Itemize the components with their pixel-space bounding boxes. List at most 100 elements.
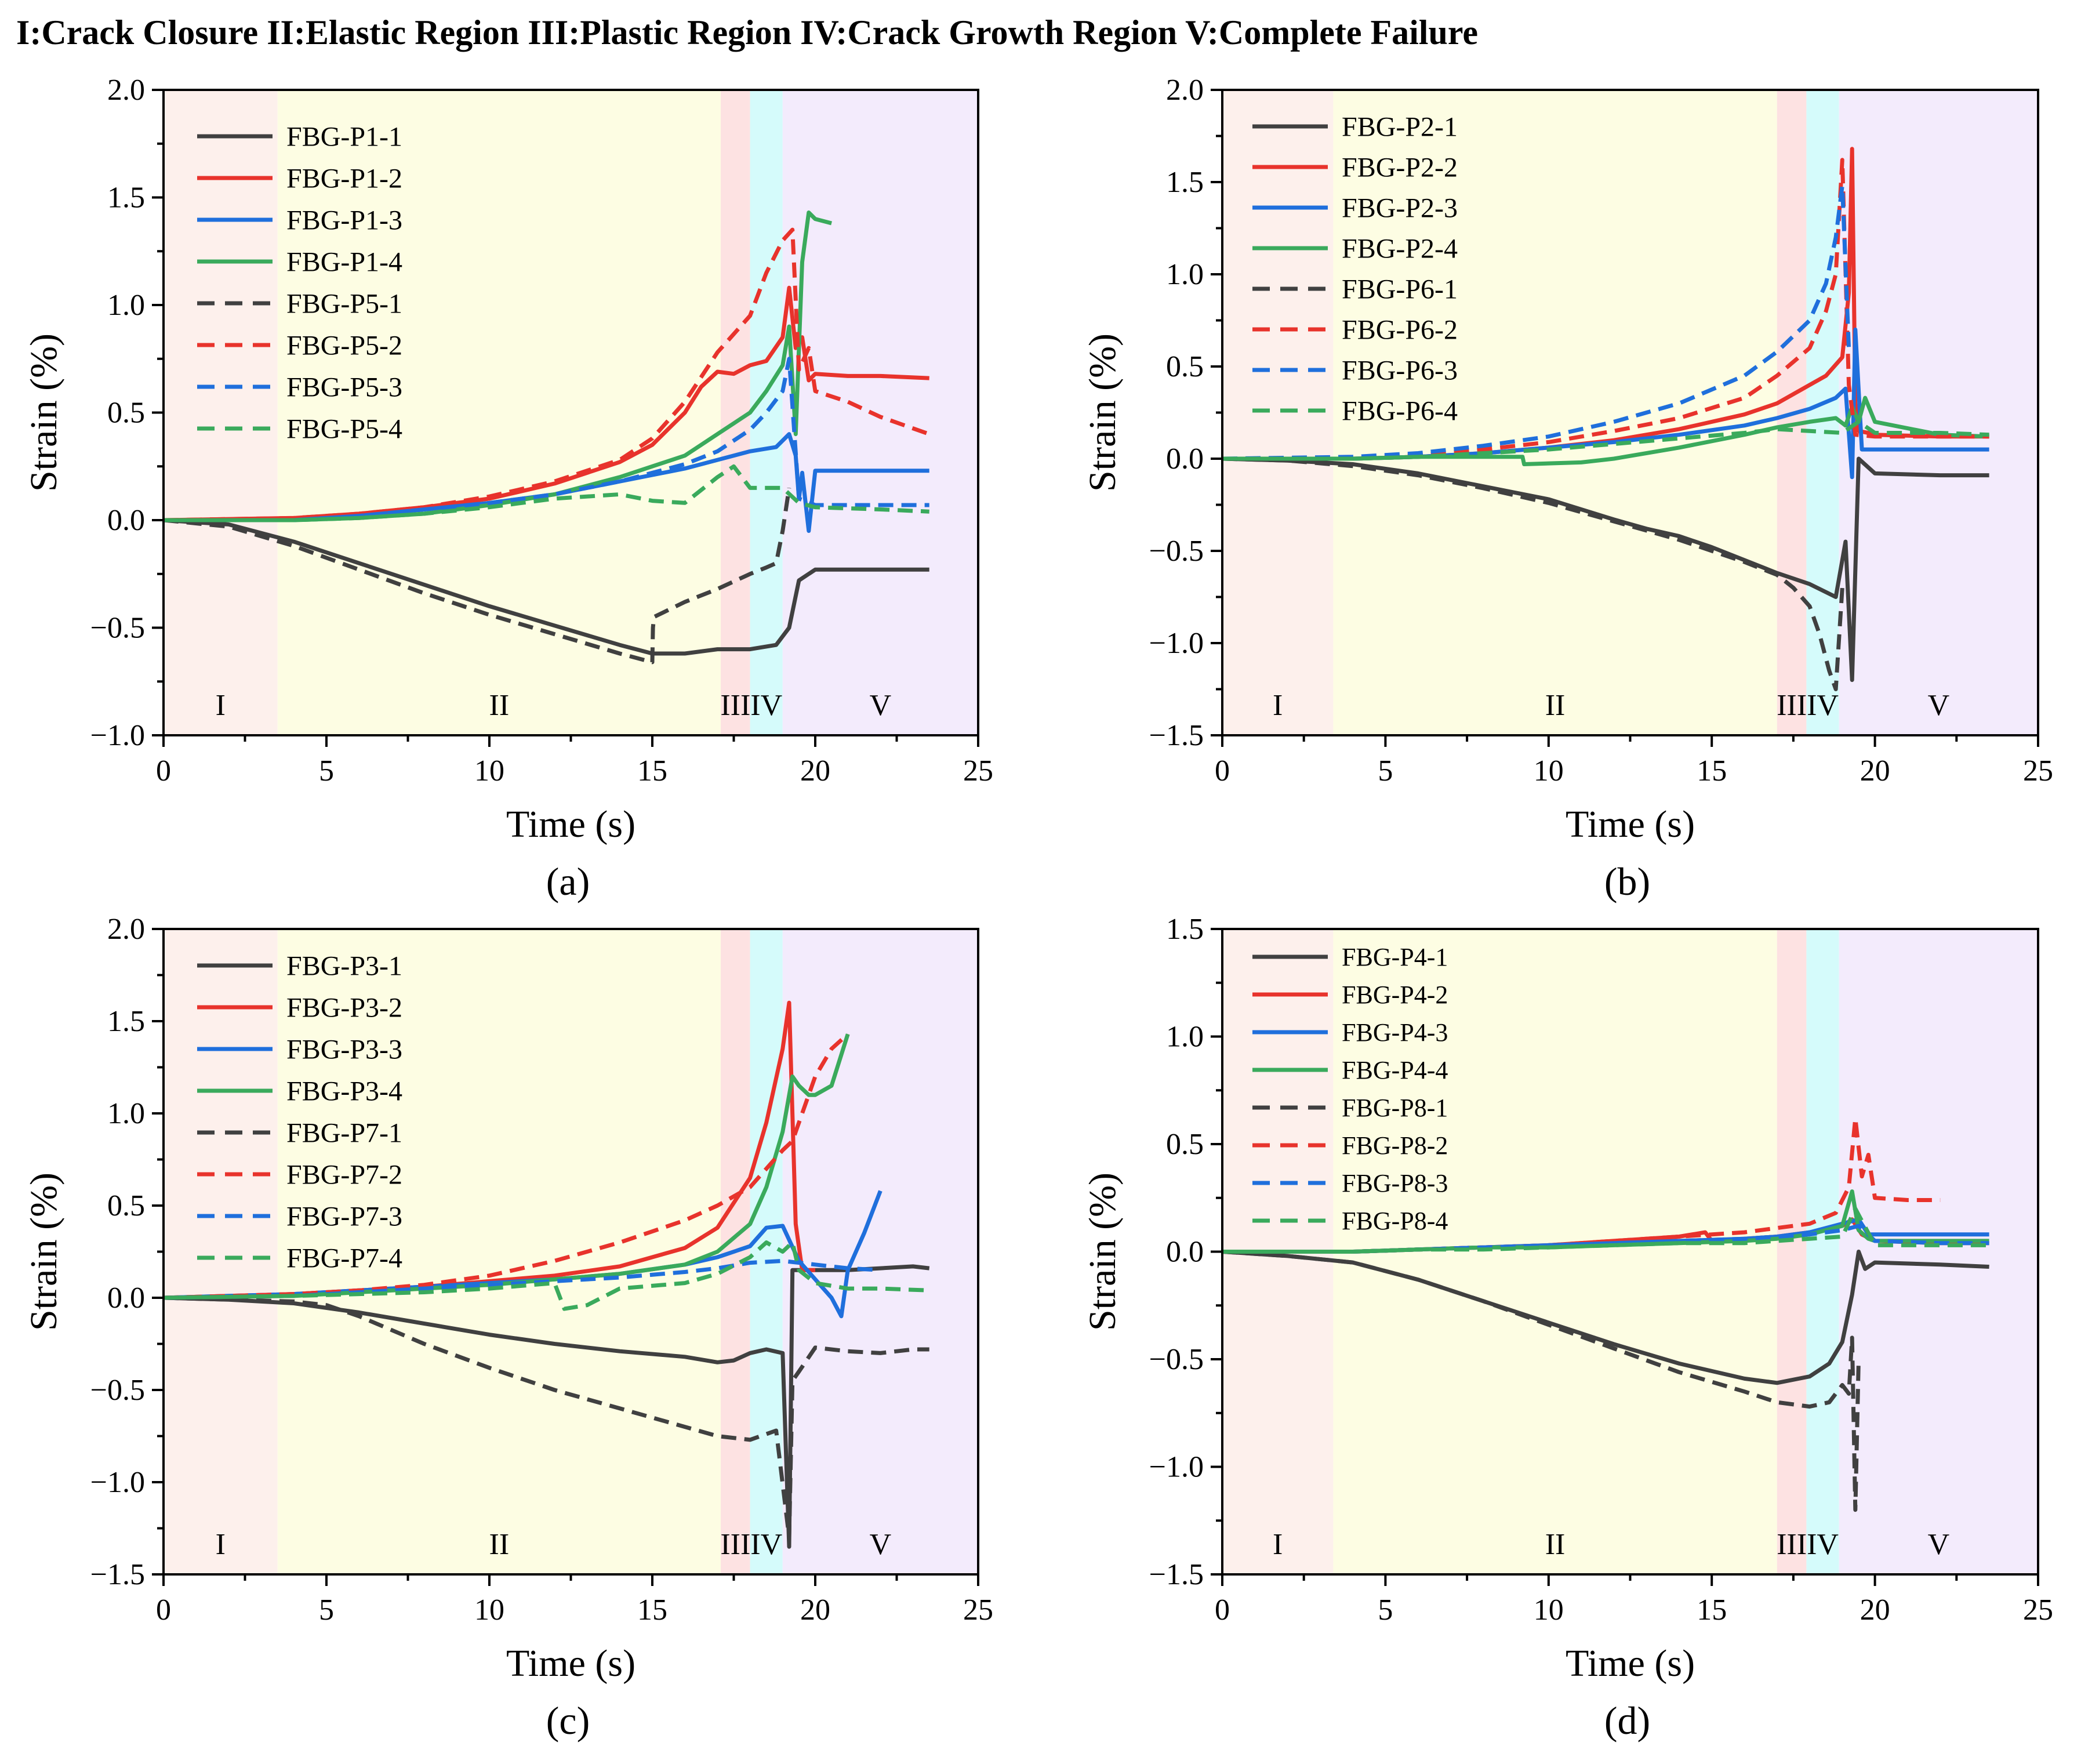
stage-label-V: V <box>1928 689 1950 722</box>
series-line-FBG-P3-1 <box>164 1264 930 1549</box>
y-tick-label: 2.0 <box>1166 74 1204 107</box>
legend-label: FBG-P3-2 <box>286 992 402 1023</box>
series-group <box>164 1000 930 1549</box>
legend-label: FBG-P1-2 <box>286 163 402 194</box>
legend-label: FBG-P4-2 <box>1342 981 1448 1009</box>
legend-label: FBG-P4-4 <box>1342 1056 1448 1084</box>
y-tick-label: 1.0 <box>1166 1021 1204 1054</box>
x-tick-label: 20 <box>800 1594 830 1627</box>
y-tick-label: 0.5 <box>107 397 145 430</box>
series-line-FBG-P1-4 <box>164 210 832 522</box>
stage-band-IV <box>750 90 783 735</box>
stage-band-II <box>277 90 721 735</box>
y-axis-label: Strain (%) <box>23 333 65 492</box>
series-line-FBG-P6-1 <box>1222 456 1844 691</box>
legend-label: FBG-P1-1 <box>286 121 402 152</box>
x-tick-label: 15 <box>1697 1594 1727 1627</box>
legend-label: FBG-P7-3 <box>286 1201 402 1232</box>
x-tick-label: 15 <box>1697 754 1727 787</box>
legend-label: FBG-P5-3 <box>286 372 402 402</box>
legend-label: FBG-P5-1 <box>286 288 402 319</box>
series-line-FBG-P8-2 <box>1222 1116 1941 1254</box>
x-tick-label: 10 <box>1534 1594 1564 1627</box>
legend-label: FBG-P1-4 <box>286 246 402 277</box>
legend-label: FBG-P8-1 <box>1342 1094 1448 1122</box>
stage-label-I: I <box>1273 689 1283 722</box>
stage-band-V <box>782 929 978 1574</box>
stage-label-IV: IV <box>750 689 782 722</box>
y-tick-label: −1.5 <box>1149 719 1204 752</box>
y-tick-label: 1.5 <box>107 1005 145 1038</box>
x-tick-label: 25 <box>2023 754 2053 787</box>
stage-label-II: II <box>1545 689 1566 722</box>
stage-band-V <box>782 90 978 735</box>
series-line-FBG-P7-2 <box>164 1032 849 1300</box>
y-tick-label: −0.5 <box>90 1374 145 1407</box>
legend-label: FBG-P1-3 <box>286 205 402 235</box>
y-tick-label: 0.5 <box>1166 350 1204 383</box>
stage-band-II <box>1333 90 1777 735</box>
y-tick-label: 1.0 <box>107 1097 145 1130</box>
legend: FBG-P3-1 FBG-P3-2 FBG-P3-3 FBG-P3-4 FBG-P7-1… <box>197 950 402 1273</box>
series-line-FBG-P5-3 <box>164 357 929 522</box>
legend-label: FBG-P7-4 <box>286 1243 402 1273</box>
stage-label-IV: IV <box>1807 1528 1839 1561</box>
stage-label-III: III <box>1777 1528 1807 1561</box>
x-tick-label: 10 <box>474 754 504 787</box>
y-axis-label: Strain (%) <box>23 1173 65 1331</box>
legend-label: FBG-P3-1 <box>286 950 402 981</box>
x-tick-label: 25 <box>963 1594 993 1627</box>
series-line-FBG-P6-4 <box>1222 419 1989 461</box>
legend-label: FBG-P7-2 <box>286 1159 402 1190</box>
y-tick-label: −0.5 <box>1149 535 1204 568</box>
x-tick-label: 20 <box>1860 754 1890 787</box>
stage-band-V <box>1839 90 2038 735</box>
legend-label: FBG-P8-3 <box>1342 1169 1448 1197</box>
stage-band-I <box>164 929 278 1574</box>
x-tick-label: 20 <box>800 754 830 787</box>
legend-label: FBG-P8-4 <box>1342 1207 1448 1235</box>
series-line-FBG-P8-1 <box>1222 1250 1861 1512</box>
stage-label-II: II <box>489 1528 510 1561</box>
y-tick-label: −1.5 <box>90 1558 145 1591</box>
x-tick-label: 0 <box>1215 754 1230 787</box>
stage-label-V: V <box>870 689 892 722</box>
y-tick-label: 0.0 <box>1166 1236 1204 1269</box>
stage-band-II <box>277 929 721 1574</box>
legend: FBG-P1-1 FBG-P1-2 FBG-P1-3 FBG-P1-4 FBG-P5-1… <box>197 121 402 444</box>
legend: FBG-P2-1 FBG-P2-2 FBG-P2-3 FBG-P2-4 FBG-P6-1… <box>1252 111 1458 426</box>
x-tick-label: 15 <box>637 754 667 787</box>
figure-header: I:Crack Closure II:Elastic Region III:Pl… <box>16 13 1479 52</box>
legend-label: FBG-P6-2 <box>1342 314 1458 345</box>
stage-band-I <box>164 90 278 735</box>
x-tick-label: 5 <box>1378 754 1393 787</box>
x-axis-label: Time (s) <box>506 1642 635 1685</box>
chart-a: I II III IV V0 5 10 15 20 25−1.0−0.50.00.51.01.52… <box>23 74 993 903</box>
stage-label-III: III <box>720 1528 750 1561</box>
x-tick-label: 0 <box>156 1594 171 1627</box>
x-tick-label: 5 <box>319 754 334 787</box>
stage-label-II: II <box>1545 1528 1566 1561</box>
y-tick-label: −1.0 <box>1149 1451 1204 1484</box>
y-tick-label: −0.5 <box>1149 1343 1204 1376</box>
y-tick-label: 0.0 <box>1166 442 1204 476</box>
panel-caption: (a) <box>546 859 590 903</box>
series-line-FBG-P2-3 <box>1222 327 1989 480</box>
legend-label: FBG-P6-4 <box>1342 395 1458 426</box>
y-tick-label: 1.0 <box>107 289 145 322</box>
x-tick-label: 10 <box>1534 754 1564 787</box>
legend: FBG-P4-1 FBG-P4-2 FBG-P4-3 FBG-P4-4 FBG-P8-1… <box>1252 943 1448 1235</box>
x-tick-label: 15 <box>637 1594 667 1627</box>
y-tick-label: 0.0 <box>107 504 145 537</box>
panel-caption: (c) <box>546 1698 590 1743</box>
legend-label: FBG-P4-1 <box>1342 943 1448 971</box>
y-tick-label: −0.5 <box>90 612 145 645</box>
x-axis-label: Time (s) <box>506 803 635 845</box>
x-tick-label: 5 <box>319 1594 334 1627</box>
stage-label-IV: IV <box>750 1528 782 1561</box>
legend-label: FBG-P4-3 <box>1342 1018 1448 1047</box>
series-line-FBG-P5-4 <box>164 464 929 522</box>
series-line-FBG-P5-1 <box>164 487 791 665</box>
y-axis-label: Strain (%) <box>1081 1173 1124 1331</box>
y-tick-label: 1.5 <box>1166 913 1204 946</box>
